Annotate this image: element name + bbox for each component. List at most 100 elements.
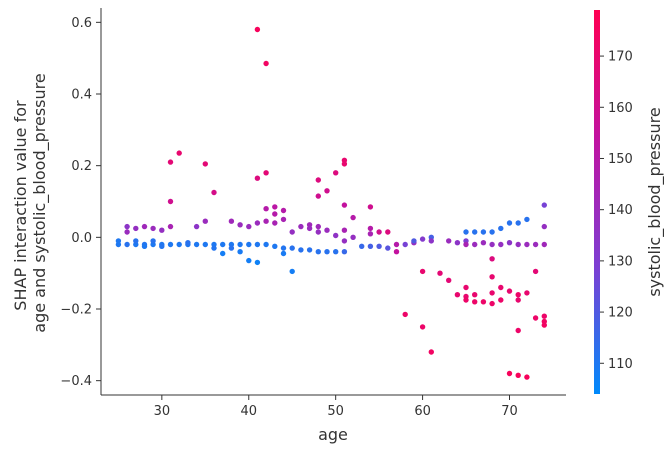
data-point [498,225,504,232]
data-point [124,241,130,248]
data-point [324,249,330,255]
data-point [263,206,269,212]
data-point [246,257,252,264]
data-point [141,243,148,249]
data-point [185,240,191,246]
data-point [446,277,452,283]
data-point [341,249,348,255]
y-axis-ticks: −0.4 −0.2 0.0 0.2 0.4 0.6 [60,16,101,389]
data-point [193,223,200,230]
data-point [515,327,521,334]
data-point [419,324,426,330]
data-point [272,243,278,249]
data-point [524,241,530,248]
data-point [506,220,513,226]
data-point [419,268,426,275]
data-point [376,229,382,235]
data-point [498,241,504,248]
data-point [272,211,278,217]
data-point [541,241,547,248]
data-point [176,241,182,248]
data-point [324,188,330,194]
data-point [141,223,148,230]
data-point [211,245,217,251]
data-point [472,241,478,248]
colorbar-tick-label: 140 [608,203,633,218]
colorbar-tick-label: 150 [608,152,633,167]
data-point [315,229,321,235]
x-tick-label: 40 [240,404,257,419]
data-point [263,218,269,224]
data-point [315,223,321,230]
data-point [228,218,235,224]
data-point [124,229,130,235]
data-point [515,372,521,378]
data-point [167,198,174,205]
data-point [498,297,504,303]
data-point [167,159,174,165]
data-point [272,204,278,210]
colorbar-tick-label: 130 [608,254,633,269]
data-point [446,238,452,244]
data-point [289,245,295,251]
data-point [524,290,530,296]
data-point [298,247,304,253]
data-point [263,241,269,248]
data-point [541,322,547,328]
data-point [150,225,156,232]
data-point [515,297,521,303]
data-point [541,202,547,208]
data-point [541,313,547,319]
data-point [480,299,487,305]
data-point [280,250,287,257]
x-tick-label: 50 [327,404,344,419]
data-point [428,349,434,355]
y-axis-label: SHAP interaction value for age and systo… [11,73,50,332]
data-point [289,268,295,275]
data-point [263,170,269,176]
data-point [315,177,321,183]
data-point [333,249,339,255]
colorbar-ticks: 110 120 130 140 150 160 170 [600,50,633,372]
data-point [202,161,208,167]
colorbar-tick-label: 110 [608,357,633,372]
data-point [524,374,530,380]
colorbar [594,10,600,394]
data-point [280,207,287,214]
data-point [402,241,408,248]
colorbar-tick-label: 170 [608,50,633,65]
y-tick-label: −0.2 [60,303,92,318]
data-point [489,274,495,280]
colorbar-label: systolic_blood_pressure [645,107,665,296]
data-point [385,245,391,251]
scatter-points [115,26,547,380]
data-point [454,292,461,298]
data-point [472,229,478,235]
data-point [167,223,174,230]
data-point [480,240,487,246]
data-point [280,245,287,251]
data-point [333,170,339,176]
data-point [463,284,469,291]
data-point [220,241,226,248]
data-point [498,284,504,291]
y-tick-label: 0.0 [71,231,92,246]
data-point [263,60,269,67]
data-point [489,290,495,296]
data-point [393,249,400,255]
data-point [472,292,478,298]
data-point [341,227,348,233]
data-point [489,256,495,262]
data-point [124,223,130,230]
data-point [393,241,400,248]
data-point [254,26,261,33]
data-point [402,311,408,318]
data-point [419,236,426,242]
data-point [532,315,539,321]
data-point [350,234,356,240]
data-point [246,241,252,248]
colorbar-tick-label: 160 [608,101,633,116]
data-point [524,216,530,223]
data-point [515,241,521,248]
data-point [333,232,339,239]
